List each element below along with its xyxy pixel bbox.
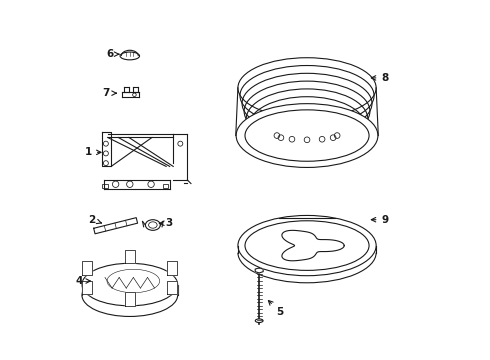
Text: 2: 2: [88, 215, 101, 225]
Ellipse shape: [120, 52, 140, 60]
Text: 7: 7: [102, 88, 116, 98]
Text: 8: 8: [371, 73, 389, 83]
Ellipse shape: [245, 110, 369, 161]
Polygon shape: [125, 250, 135, 263]
Polygon shape: [82, 281, 92, 294]
Polygon shape: [255, 268, 263, 273]
Ellipse shape: [82, 274, 178, 316]
Polygon shape: [82, 261, 92, 275]
Text: 6: 6: [106, 49, 119, 59]
Text: 5: 5: [269, 301, 283, 317]
Polygon shape: [94, 218, 138, 234]
Text: 9: 9: [371, 215, 389, 225]
Text: 4: 4: [75, 276, 90, 286]
Ellipse shape: [82, 263, 178, 306]
Text: 1: 1: [85, 147, 101, 157]
Text: 3: 3: [159, 218, 172, 228]
Polygon shape: [125, 292, 135, 306]
Ellipse shape: [255, 319, 263, 323]
Polygon shape: [168, 281, 177, 294]
Ellipse shape: [236, 104, 378, 167]
Polygon shape: [168, 261, 177, 275]
